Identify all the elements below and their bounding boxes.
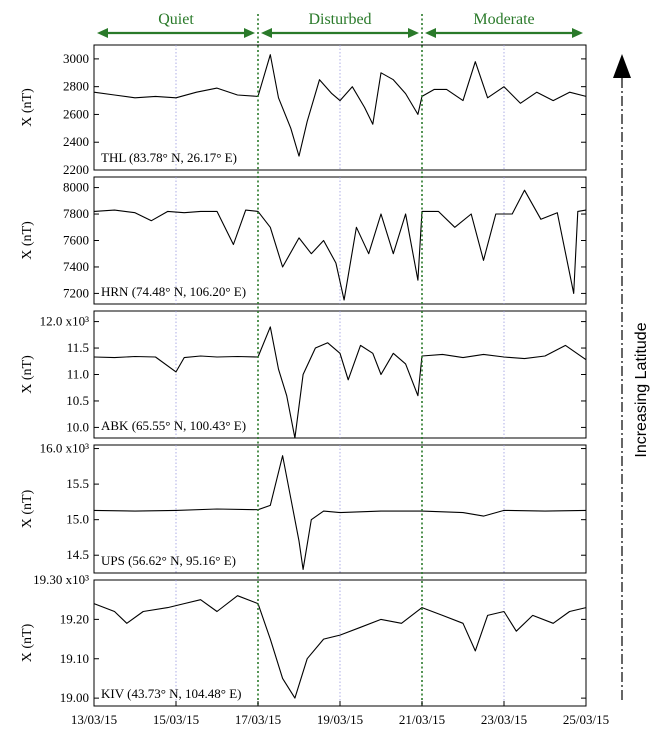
y-tick-label: 7400	[63, 259, 89, 274]
station-label: THL (83.78° N, 26.17° E)	[101, 150, 237, 165]
x-tick-label: 23/03/15	[481, 712, 527, 727]
y-axis-label: X (nT)	[20, 221, 35, 260]
phase-arrowhead-left-icon	[425, 28, 436, 38]
series-line	[93, 455, 587, 570]
y-tick-label: 2400	[63, 134, 89, 149]
y-tick-label: 11.5	[67, 340, 89, 355]
phase-arrowhead-right-icon	[244, 28, 255, 38]
y-tick-label: 15.5	[66, 476, 89, 491]
y-tick-label: 14.5	[66, 547, 89, 562]
station-label: UPS (56.62° N, 95.16° E)	[101, 553, 236, 568]
x-tick-label: 19/03/15	[317, 712, 363, 727]
y-axis-label: X (nT)	[20, 88, 35, 127]
x-axis: 13/03/15 15/03/15 17/03/15 19/03/15 21/03/15…	[71, 701, 609, 727]
y-tick-label: 3000	[63, 51, 89, 66]
phase-label: Moderate	[473, 11, 534, 28]
latitude-arrow-icon	[613, 54, 631, 78]
phase-arrowhead-right-icon	[572, 28, 583, 38]
y-tick-label: 10.0	[66, 419, 89, 434]
y-tick-label: 19.00	[60, 690, 89, 705]
y-axis-label: X (nT)	[20, 489, 35, 528]
y-axis-label: X (nT)	[20, 355, 35, 394]
y-tick-label: 11.0	[67, 367, 89, 382]
x-tick-label: 15/03/15	[153, 712, 199, 727]
y-tick-label: 2800	[63, 79, 89, 94]
panel-4: 14.5 15.0 15.5 16.0 x10³ X (nT) UPS (56.62° N…	[20, 441, 587, 574]
x-tick-label: 13/03/15	[71, 712, 117, 727]
latitude-indicator: Increasing Latitude	[613, 54, 650, 700]
panel-2: 7200 7400 7600 7800 8000 X (nT) HRN (74.48° N,…	[20, 176, 587, 305]
phase-arrowhead-left-icon	[97, 28, 108, 38]
y-tick-label: 7200	[63, 285, 89, 300]
series-line	[93, 326, 587, 439]
panel-5: 19.00 19.10 19.20 19.30 x10³ X (nT) KIV (43.7…	[20, 572, 587, 707]
y-tick-label: 2600	[63, 106, 89, 121]
y-tick-label-multiplier: 12.0 x10³	[40, 314, 90, 329]
y-tick-label-multiplier: 19.30 x10³	[33, 572, 89, 587]
y-tick-label: 19.20	[60, 611, 89, 626]
panels: 2200 2400 2600 2800 3000 X (nT) THL (83.78° N,…	[20, 44, 587, 707]
y-tick-label-multiplier: 16.0 x10³	[40, 441, 90, 456]
series-line	[93, 189, 587, 301]
phase-arrowhead-right-icon	[408, 28, 419, 38]
side-label: Increasing Latitude	[633, 322, 650, 457]
panel-3: 10.0 10.5 11.0 11.5 12.0 x10³ X (nT) ABK (65.5…	[20, 310, 587, 439]
y-tick-label: 19.10	[60, 651, 89, 666]
phase-arrowhead-left-icon	[261, 28, 272, 38]
phase-label: Quiet	[158, 11, 194, 28]
x-tick-label: 25/03/15	[563, 712, 609, 727]
phase-bar: Quiet Disturbed Moderate	[97, 11, 583, 38]
y-tick-label: 15.0	[66, 512, 89, 527]
station-label: ABK (65.55° N, 100.43° E)	[101, 418, 246, 433]
phase-label: Disturbed	[308, 11, 371, 28]
series-line	[93, 595, 587, 699]
y-tick-label: 8000	[63, 180, 89, 195]
y-tick-label: 2200	[63, 162, 89, 177]
station-label: KIV (43.73° N, 104.48° E)	[101, 686, 242, 701]
y-tick-label: 7600	[63, 233, 89, 248]
y-axis-label: X (nT)	[20, 623, 35, 662]
phase-dividers	[257, 14, 423, 706]
x-tick-label: 21/03/15	[399, 712, 445, 727]
station-label: HRN (74.48° N, 106.20° E)	[101, 284, 246, 299]
x-tick-label: 17/03/15	[235, 712, 281, 727]
series-line	[93, 54, 587, 157]
y-tick-label: 7800	[63, 206, 89, 221]
panel-1: 2200 2400 2600 2800 3000 X (nT) THL (83.78° N,…	[20, 44, 587, 177]
y-tick-label: 10.5	[66, 393, 89, 408]
